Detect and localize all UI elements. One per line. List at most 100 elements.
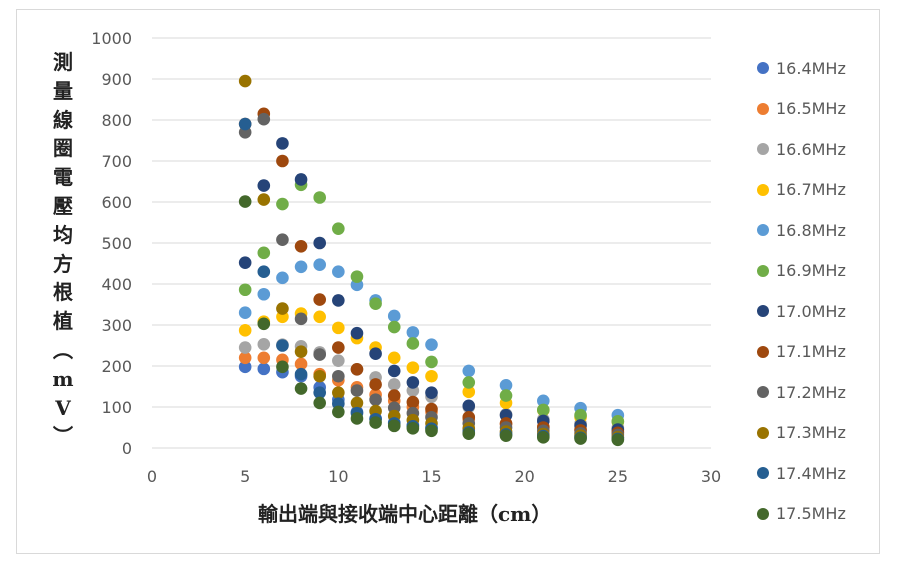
data-point	[276, 197, 289, 211]
legend-swatch	[757, 507, 769, 520]
data-point	[406, 361, 420, 374]
y-tick-label: 200	[101, 357, 132, 376]
legend-label: 16.7MHz	[776, 180, 846, 200]
data-point	[276, 339, 289, 352]
data-point	[313, 348, 327, 361]
data-point	[537, 403, 550, 417]
data-point	[257, 317, 271, 331]
data-point	[387, 389, 401, 402]
data-point	[238, 306, 252, 320]
data-point	[425, 338, 438, 351]
data-point	[425, 355, 438, 369]
legend-item: 17.2MHz	[757, 372, 882, 413]
legend-item: 16.8MHz	[757, 210, 882, 251]
data-point	[387, 419, 401, 433]
data-point	[257, 351, 271, 365]
legend-item: 17.3MHz	[757, 413, 882, 454]
data-point	[387, 364, 401, 378]
y-axis-label-char: 方	[53, 251, 73, 276]
x-tick-label: 0	[147, 467, 157, 486]
y-tick-label: 500	[101, 234, 132, 253]
data-point	[238, 74, 252, 88]
data-point	[313, 386, 327, 399]
data-point	[332, 354, 345, 367]
y-axis-label-char: V	[55, 395, 71, 420]
legend-label: 16.8MHz	[776, 220, 846, 240]
data-point	[257, 246, 271, 260]
data-point	[313, 310, 327, 324]
data-point	[332, 386, 345, 399]
data-point	[462, 427, 476, 440]
data-point	[257, 265, 271, 279]
data-point	[238, 117, 252, 131]
legend-swatch	[757, 426, 769, 439]
data-point	[257, 193, 271, 206]
chart-frame	[16, 9, 880, 554]
data-point	[369, 416, 382, 429]
x-axis-label: 輸出端與接收端中心距離（cm）	[258, 502, 552, 526]
data-point	[537, 394, 550, 408]
y-axis-label-char: 均	[53, 222, 73, 247]
y-axis-label-char: 壓	[53, 193, 73, 218]
data-point	[462, 399, 476, 413]
x-tick-label: 5	[240, 467, 250, 486]
data-point	[350, 362, 364, 376]
legend-swatch	[757, 224, 769, 237]
y-tick-label: 700	[101, 152, 132, 171]
data-point	[238, 195, 252, 208]
data-point	[387, 320, 401, 334]
data-point	[276, 271, 289, 285]
data-point	[313, 369, 327, 383]
y-tick-label: 300	[101, 316, 132, 335]
legend-swatch	[757, 345, 769, 358]
data-point	[294, 260, 308, 274]
data-point	[313, 191, 327, 204]
data-point	[406, 337, 420, 350]
legend-swatch	[757, 183, 769, 196]
data-point	[406, 376, 420, 389]
legend-item: 16.7MHz	[757, 170, 882, 211]
y-tick-label: 900	[101, 70, 132, 89]
data-point	[369, 393, 382, 406]
data-point	[294, 173, 308, 186]
y-axis-label-char: 量	[53, 78, 73, 103]
data-point	[332, 341, 345, 354]
legend-label: 17.0MHz	[776, 301, 846, 321]
data-point	[462, 376, 476, 389]
y-axis-label: 測量線圈電壓均方根植 ︵ m V ︶	[50, 48, 76, 451]
data-point	[332, 294, 345, 307]
data-point	[462, 385, 476, 399]
y-axis-label-char: ︵	[53, 337, 73, 362]
legend-item: 17.5MHz	[757, 494, 882, 535]
data-point	[313, 258, 327, 272]
data-point	[350, 384, 364, 397]
data-point	[369, 347, 382, 361]
legend-label: 16.9MHz	[776, 261, 846, 281]
legend: 16.4MHz 16.5MHz 16.6MHz 16.7MHz 16.8MHz 16.9M…	[757, 48, 882, 534]
data-point	[387, 378, 401, 391]
x-tick-label: 10	[328, 467, 348, 486]
x-tick-label: 15	[421, 467, 441, 486]
legend-label: 17.4MHz	[776, 463, 846, 483]
y-axis-label-char: 圈	[53, 136, 73, 161]
y-axis-label-char: 測	[53, 50, 73, 74]
data-point	[257, 287, 271, 301]
data-point	[369, 378, 382, 391]
data-point	[294, 357, 308, 371]
legend-label: 17.3MHz	[776, 423, 846, 443]
data-point	[238, 324, 252, 337]
data-point	[387, 351, 401, 365]
data-point	[425, 369, 438, 383]
data-point	[462, 364, 476, 378]
x-tick-label: 20	[514, 467, 534, 486]
data-point	[499, 378, 513, 392]
data-point	[294, 345, 308, 358]
legend-label: 16.6MHz	[776, 139, 846, 159]
data-point	[537, 431, 550, 444]
data-point	[332, 265, 345, 279]
data-point	[425, 424, 438, 438]
legend-swatch	[757, 467, 769, 480]
y-axis-label-char: 電	[53, 165, 73, 190]
data-point	[332, 405, 345, 419]
